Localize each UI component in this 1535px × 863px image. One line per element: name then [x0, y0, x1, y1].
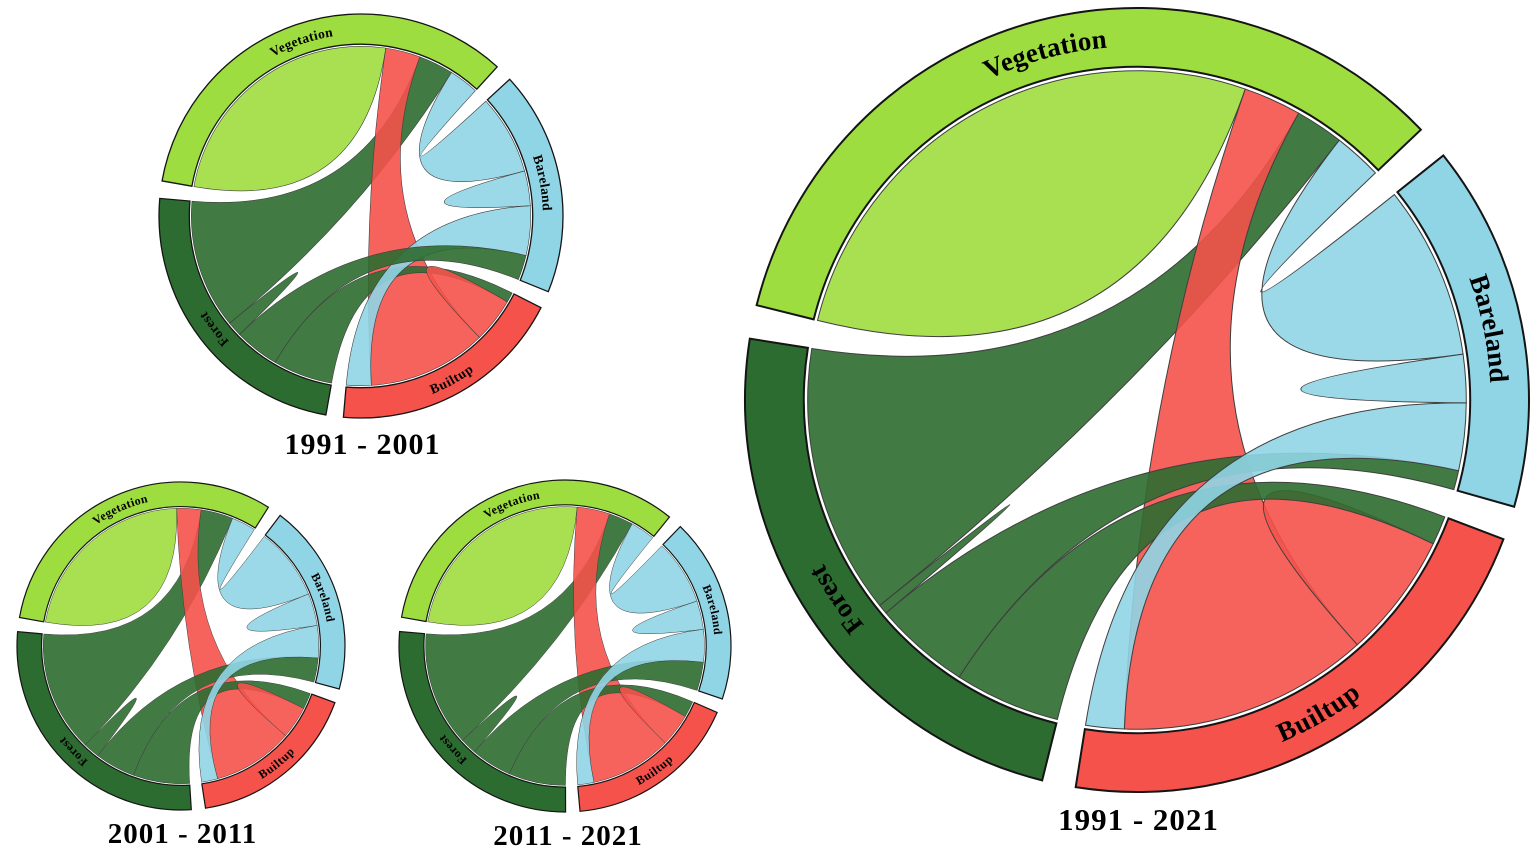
ribbon-bareland-builtup [576, 628, 705, 786]
ribbon-vegetation-vegetation [45, 508, 177, 626]
ribbon-forest-forest [878, 504, 1011, 614]
arc-builtup [342, 293, 542, 419]
arc-builtup [577, 701, 718, 812]
panel-title-2011-2021: 2011 - 2021 [493, 820, 643, 852]
ribbon-bareland-bareland [246, 593, 318, 632]
ribbon-vegetation-vegetation [427, 506, 578, 626]
ribbon-builtup-builtup [237, 682, 305, 737]
ribbon-forest-forest [229, 272, 299, 335]
ribbon-vegetation-bareland [418, 72, 525, 183]
chord-panel-2001-2011: Vegetation Bareland Builtup Forest 2001 - 2… [5, 474, 360, 863]
panel-title-1991-2001: 1991 - 2001 [284, 428, 441, 461]
arc-vegetation [400, 479, 671, 623]
ribbon-bareland-bareland [632, 600, 704, 635]
arc-bareland [1395, 154, 1530, 508]
panel-title-1991-2021: 1991 - 2021 [1058, 802, 1219, 837]
ribbon-builtup-builtup [426, 266, 508, 338]
ribbon-vegetation-builtup [368, 47, 480, 386]
ribbon-bareland-forest [239, 245, 527, 363]
chord-panel-1991-2001: Vegetation Bareland Builtup Forest 1991 - 2… [115, 2, 610, 477]
ribbon-vegetation-bareland [609, 523, 698, 614]
arc-bareland [662, 525, 732, 700]
arc-builtup [201, 693, 336, 809]
ribbon-vegetation-bareland [1260, 139, 1464, 362]
arc-forest [744, 337, 1058, 782]
arc-forest [158, 197, 332, 416]
ribbon-vegetation-forest [425, 513, 633, 741]
ribbon-bareland-builtup [1084, 402, 1467, 730]
ribbon-bareland-builtup [198, 625, 319, 783]
arc-forest [398, 630, 567, 813]
ribbon-bareland-forest [473, 659, 704, 775]
ribbon-vegetation-vegetation [193, 46, 387, 192]
ribbon-builtup-builtup [619, 686, 686, 744]
arc-bareland [264, 514, 346, 690]
ribbon-vegetation-vegetation [816, 70, 1246, 338]
ribbon-forest-forest [462, 695, 517, 753]
arc-vegetation [18, 481, 270, 623]
ribbon-vegetation-builtup [573, 506, 666, 783]
arc-vegetation [161, 13, 499, 187]
ribbon-forest-forest [84, 697, 137, 757]
arc-forest [16, 631, 192, 811]
arc-builtup [1074, 517, 1505, 793]
arc-bareland [486, 78, 564, 293]
chord-panel-1991-2021: Vegetation Bareland Builtup Forest 1991 - 2… [742, 0, 1535, 863]
chord-panel-2011-2021: Vegetation Bareland Builtup Forest 2011 - 2… [388, 472, 748, 863]
ribbon-vegetation-bareland [217, 517, 309, 610]
ribbon-bareland-forest [97, 656, 319, 776]
arc-vegetation [755, 7, 1423, 321]
ribbon-bareland-bareland [443, 170, 531, 208]
panel-title-2001-2011: 2001 - 2011 [107, 818, 258, 850]
ribbon-bareland-forest [885, 452, 1460, 678]
ribbon-bareland-bareland [1300, 353, 1467, 404]
